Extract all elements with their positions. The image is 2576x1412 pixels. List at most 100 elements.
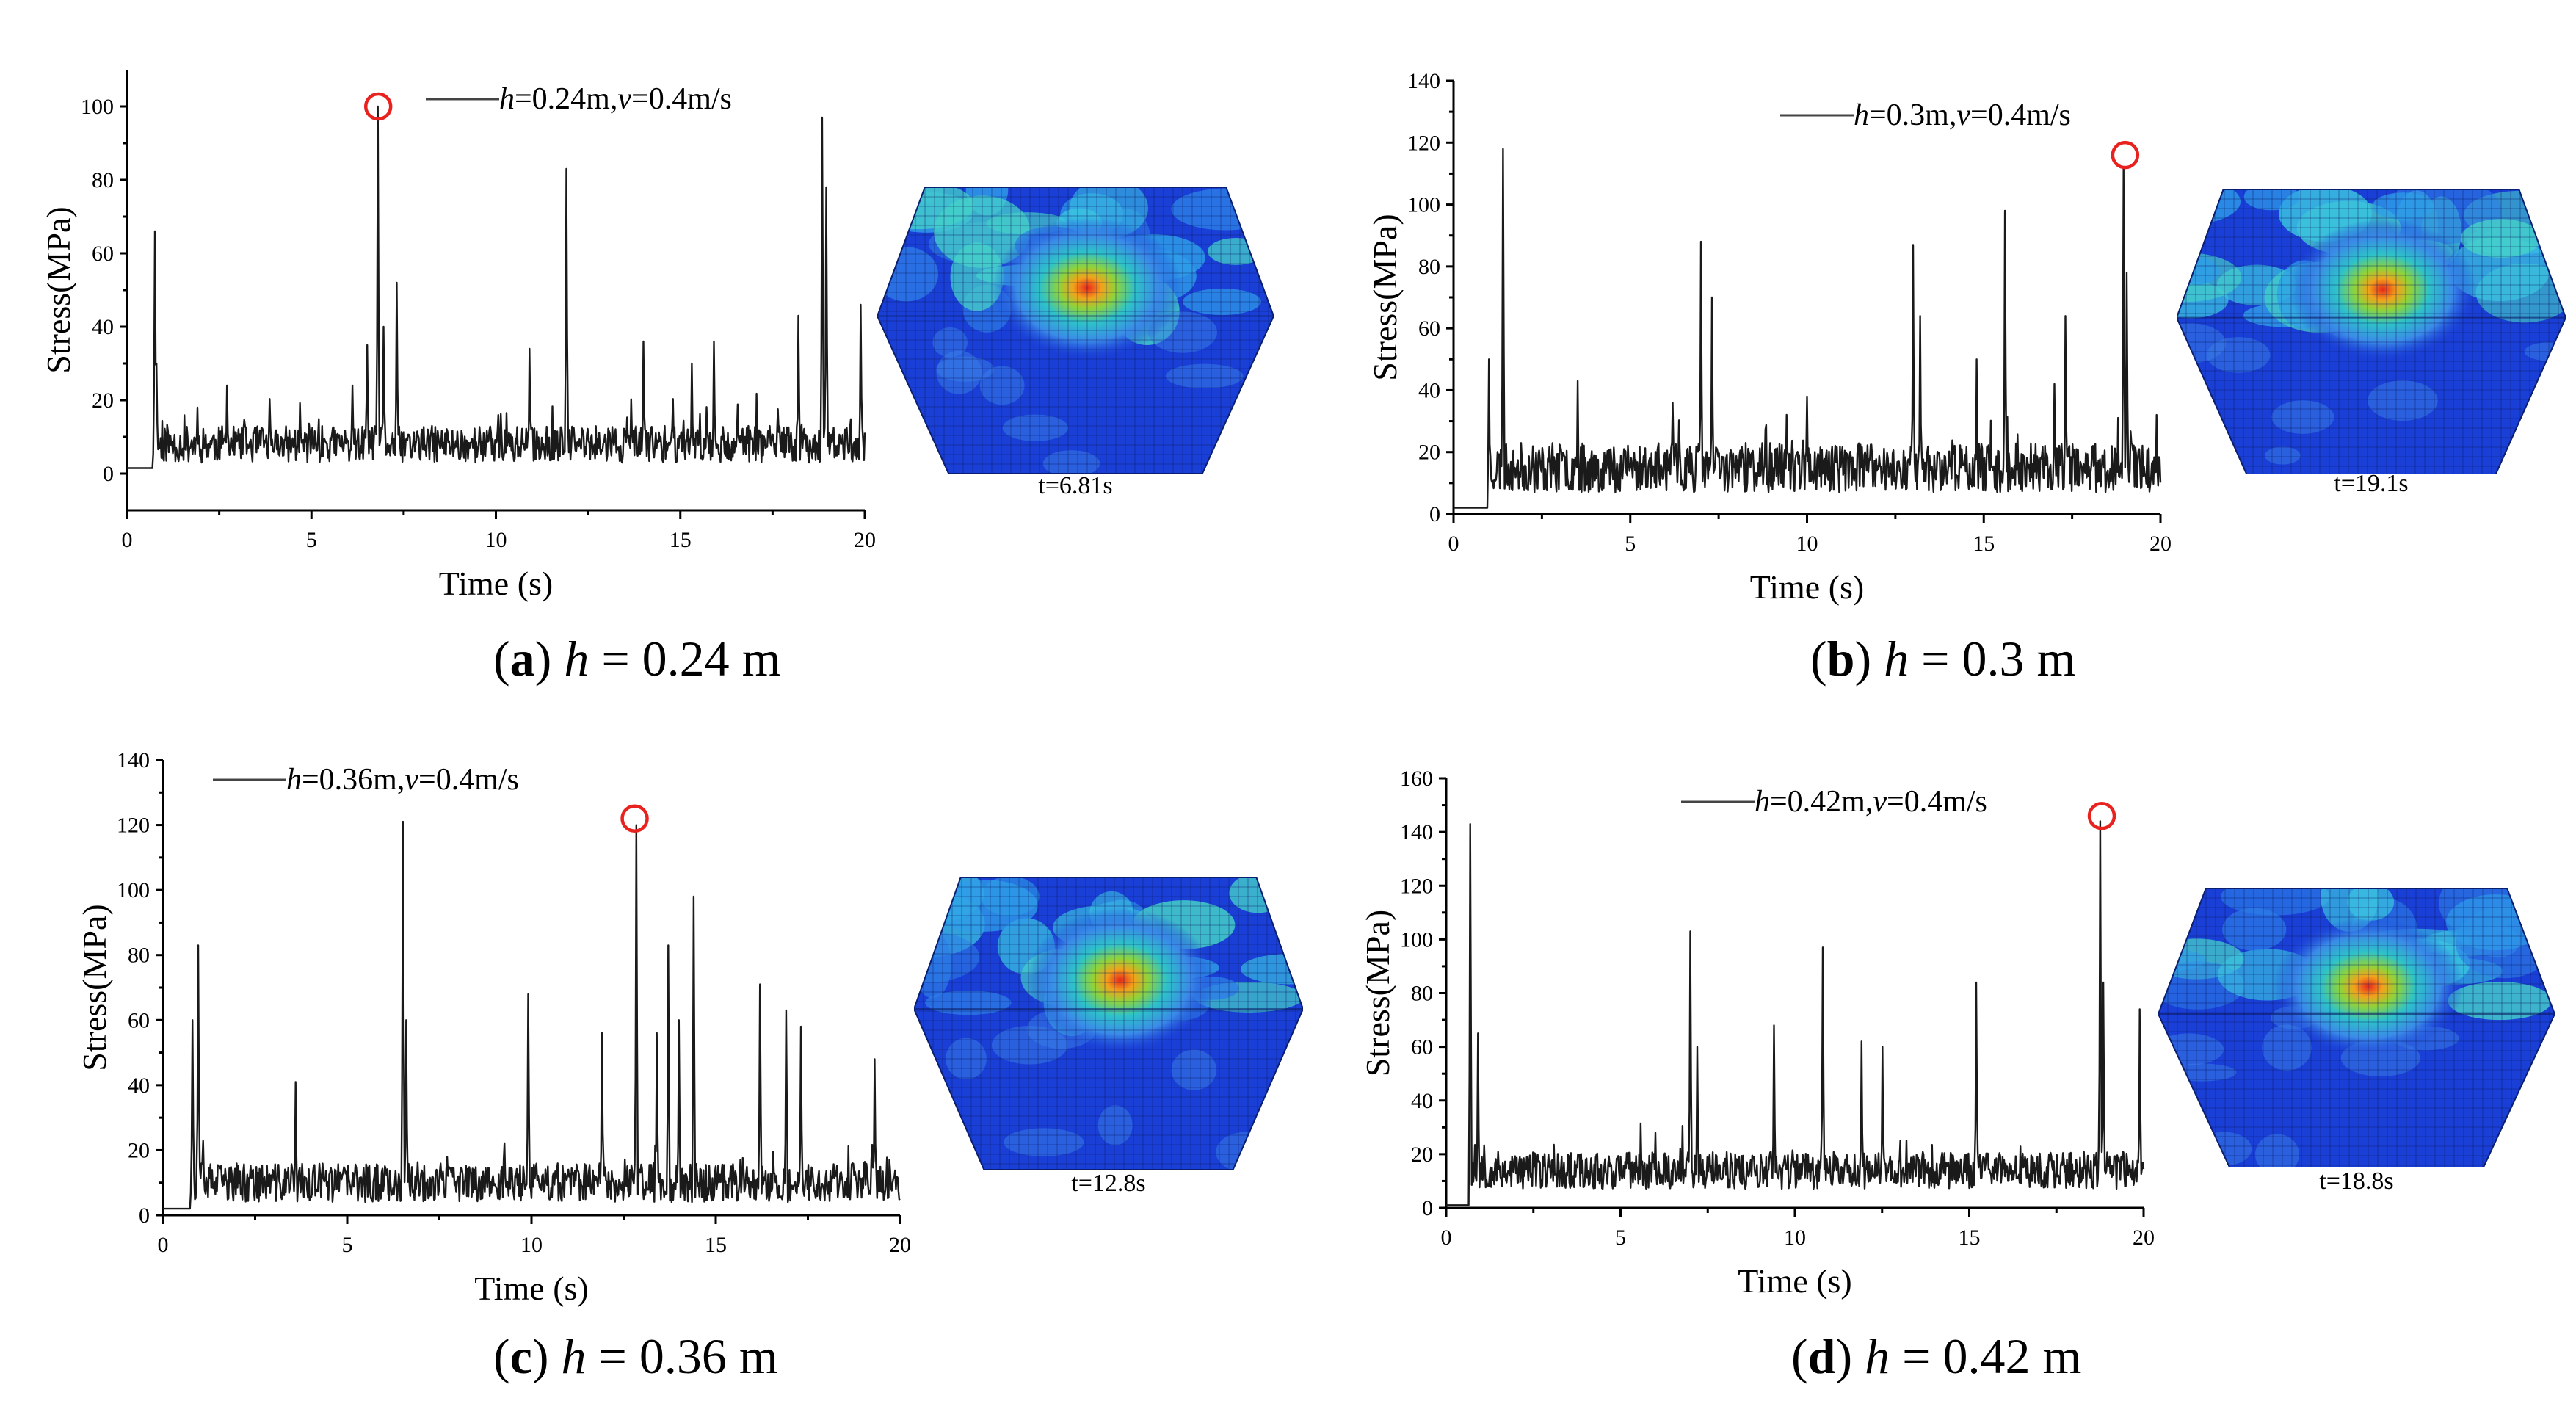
x-tick-label: 20: [2149, 532, 2172, 556]
y-axis-title: Stress(MPa): [1359, 910, 1396, 1076]
y-tick-label: 60: [1418, 316, 1440, 341]
caption-letter-b: b: [1826, 631, 1855, 687]
legend-h-value: =0.3m,: [1869, 98, 1956, 132]
stress-series-line: [126, 105, 866, 469]
x-tick-label: 20: [889, 1233, 911, 1257]
x-axis-title: Time (s): [1738, 1262, 1852, 1300]
y-tick-label: 20: [92, 388, 114, 413]
caption-var-d: h: [1865, 1328, 1890, 1384]
y-tick-label: 20: [1418, 441, 1440, 465]
legend-var-h: h: [286, 763, 302, 797]
panel-b: 0 20 40 60 80 100 120 140 0 5 10 15 20 Time (s) Stress…: [1321, 0, 2576, 705]
legend-label: h=0.24m,v=0.4m/s: [499, 82, 732, 116]
x-tick-label: 0: [122, 528, 133, 552]
x-tick-label: 15: [670, 528, 692, 552]
caption-b: (b) h = 0.3 m: [1810, 631, 2076, 687]
legend-var-v: v: [404, 763, 418, 797]
stress-contour-snapshot-a: [876, 187, 1275, 474]
y-tick-label: 100: [1407, 193, 1440, 217]
stress-contour-snapshot-d: [2157, 888, 2556, 1168]
legend-h-value: =0.36m,: [302, 763, 404, 797]
stress-contour-snapshot-b: [2175, 189, 2567, 475]
y-tick-label: 80: [92, 168, 114, 192]
legend-h-value: =0.42m,: [1770, 785, 1873, 819]
caption-var-a: h: [564, 631, 589, 687]
x-tick-label: 5: [342, 1233, 353, 1257]
contour-canvas: [913, 877, 1305, 1170]
snapshot-time-a: t=6.81s: [1038, 472, 1113, 499]
y-tick-label: 120: [1407, 131, 1440, 155]
x-tick-label: 5: [1625, 532, 1636, 556]
legend-label: h=0.36m,v=0.4m/s: [286, 763, 519, 797]
caption-text-c: = 0.36 m: [586, 1328, 778, 1384]
legend-var-h: h: [1854, 98, 1869, 132]
caption-a: (a) h = 0.24 m: [493, 631, 781, 687]
legend-v-value: =0.4m/s: [1887, 785, 1987, 819]
x-tick-label: 0: [158, 1233, 169, 1257]
y-tick-label: 20: [1411, 1143, 1433, 1167]
y-tick-label: 60: [128, 1008, 150, 1032]
caption-d: (d) h = 0.42 m: [1791, 1328, 2082, 1384]
peak-marker-circle: [620, 804, 649, 833]
x-tick-label: 15: [705, 1233, 727, 1257]
y-tick-label: 0: [139, 1203, 150, 1228]
stress-series-line: [1453, 148, 2162, 509]
caption-text-d: = 0.42 m: [1890, 1328, 2082, 1384]
y-tick-label: 40: [1418, 378, 1440, 402]
y-tick-label: 0: [103, 462, 114, 486]
peak-marker-circle: [2111, 140, 2140, 170]
legend-label: h=0.42m,v=0.4m/s: [1755, 785, 1987, 819]
legend-label: h=0.3m,v=0.4m/s: [1854, 98, 2071, 132]
x-tick-label: 20: [854, 528, 876, 552]
legend-v-value: =0.4m/s: [631, 82, 732, 116]
y-tick-label: 60: [1411, 1035, 1433, 1060]
legend-var-v: v: [1873, 785, 1887, 819]
peak-marker-circle: [363, 92, 393, 121]
stress-series-line: [162, 820, 901, 1210]
contour-canvas: [2175, 189, 2567, 475]
x-tick-label: 10: [520, 1233, 543, 1257]
axes-c: [162, 760, 900, 1217]
y-tick-label: 140: [117, 748, 150, 772]
x-axis-title: Time (s): [439, 565, 554, 602]
legend-var-v: v: [1956, 98, 1970, 132]
caption-letter-c: c: [509, 1328, 532, 1384]
legend-var-v: v: [617, 82, 631, 116]
caption-text-b: = 0.3 m: [1909, 631, 2076, 687]
x-tick-label: 5: [306, 528, 317, 552]
x-axis-title: Time (s): [474, 1270, 589, 1307]
y-tick-label: 40: [1411, 1089, 1433, 1113]
legend-v-value: =0.4m/s: [418, 763, 519, 797]
caption-var-c: h: [561, 1328, 587, 1384]
y-axis-title: Stress(MPa): [1366, 214, 1404, 380]
stress-chart-c: 0 20 40 60 80 100 120 140 0 5 10 15 20 Time (s) Stress…: [76, 748, 911, 1307]
caption-letter-d: d: [1807, 1328, 1836, 1384]
x-tick-label: 15: [1959, 1225, 1981, 1250]
stress-chart-d: 0 20 40 60 80 100 120 140 160 0 5 10 15 20 Time (s) Str…: [1359, 767, 2155, 1300]
stress-chart-b: 0 20 40 60 80 100 120 140 0 5 10 15 20 Time (s) Stress…: [1366, 69, 2172, 606]
caption-var-b: h: [1884, 631, 1909, 687]
y-axis-title: Stress(MPa): [76, 904, 113, 1071]
caption-letter-a: a: [509, 631, 535, 687]
snapshot-time-c: t=12.8s: [1071, 1170, 1146, 1197]
y-tick-label: 140: [1400, 820, 1433, 844]
y-tick-label: 0: [1422, 1196, 1433, 1220]
contour-canvas: [2157, 888, 2556, 1168]
stress-chart-a: 0 20 40 60 80 100 0 5 10 15 20 Time (s) Stress(MPa) h…: [40, 70, 876, 602]
x-tick-label: 5: [1615, 1225, 1626, 1250]
x-tick-label: 10: [1796, 532, 1818, 556]
legend-var-h: h: [499, 82, 515, 116]
y-axis-title: Stress(MPa): [40, 206, 77, 373]
x-tick-label: 15: [1973, 532, 1995, 556]
y-tick-label: 140: [1407, 69, 1440, 93]
x-tick-label: 0: [1441, 1225, 1452, 1250]
y-tick-label: 100: [117, 878, 150, 902]
y-tick-label: 0: [1429, 502, 1440, 526]
y-tick-label: 120: [117, 814, 150, 838]
x-tick-label: 0: [1448, 532, 1459, 556]
y-tick-label: 120: [1400, 874, 1433, 898]
stress-contour-snapshot-c: [913, 877, 1305, 1170]
x-tick-label: 20: [2133, 1225, 2155, 1250]
contour-canvas: [876, 187, 1275, 474]
x-tick-label: 10: [485, 528, 507, 552]
